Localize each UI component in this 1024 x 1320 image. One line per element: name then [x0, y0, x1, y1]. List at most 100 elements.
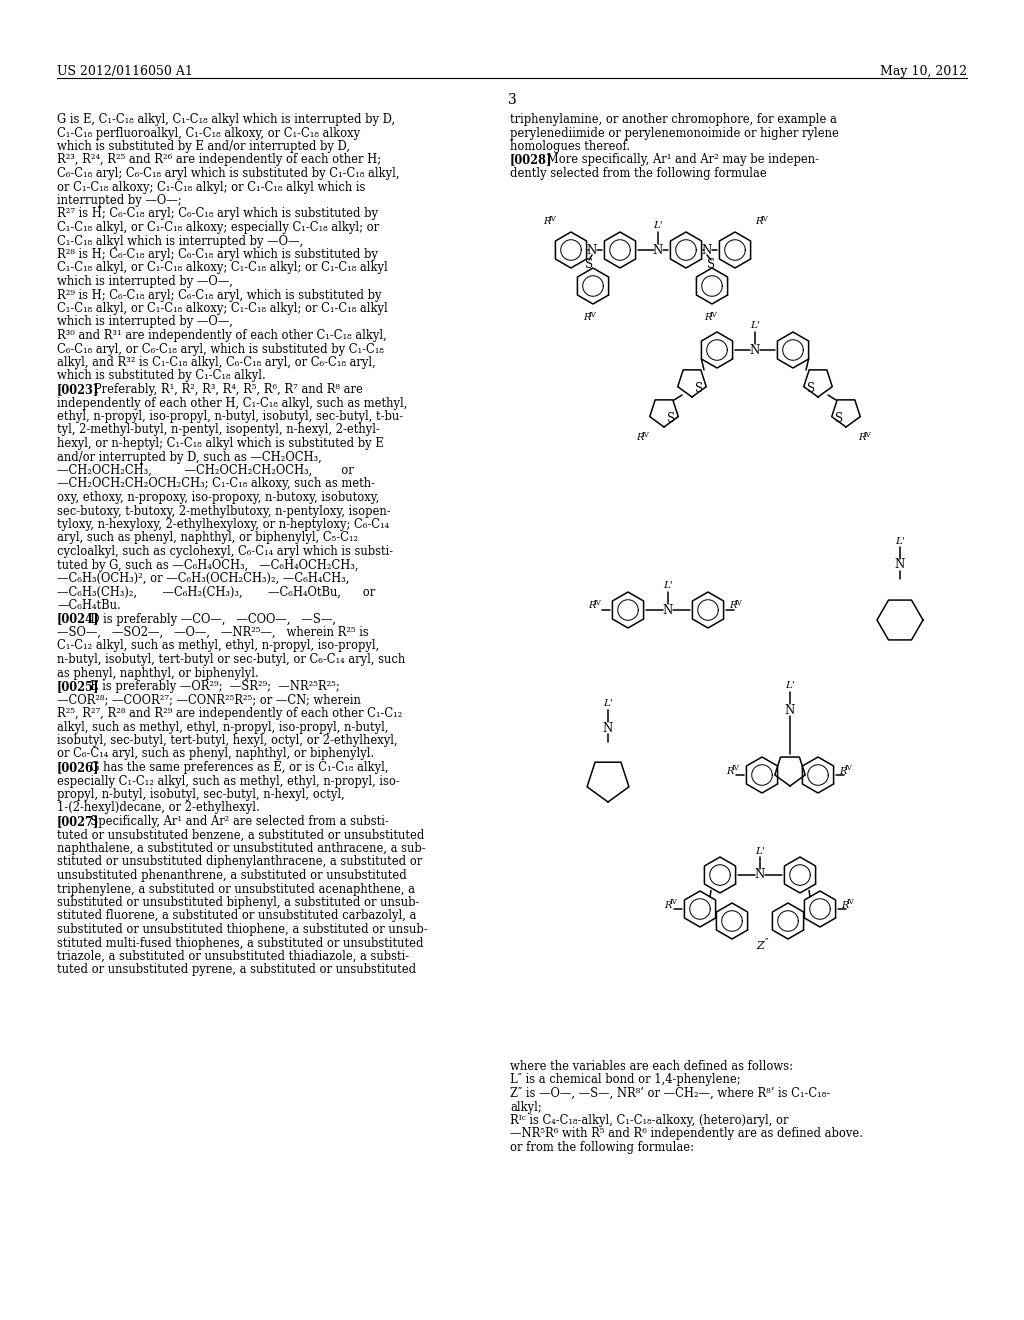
Text: cycloalkyl, such as cyclohexyl, C₆-C₁₄ aryl which is substi-: cycloalkyl, such as cyclohexyl, C₆-C₁₄ a… — [57, 545, 393, 558]
Text: R²⁵, R²⁷, R²⁸ and R²⁹ are independently of each other C₁-C₁₂: R²⁵, R²⁷, R²⁸ and R²⁹ are independently … — [57, 708, 402, 719]
Text: G is E, C₁-C₁₈ alkyl, C₁-C₁₈ alkyl which is interrupted by D,: G is E, C₁-C₁₈ alkyl, C₁-C₁₈ alkyl which… — [57, 114, 395, 125]
Text: substituted or unsubstituted biphenyl, a substituted or unsub-: substituted or unsubstituted biphenyl, a… — [57, 896, 420, 909]
Text: —COR²⁸; —COOR²⁷; —CONR²⁵R²⁵; or —CN; wherein: —COR²⁸; —COOR²⁷; —CONR²⁵R²⁵; or —CN; whe… — [57, 693, 360, 706]
Text: IV: IV — [589, 312, 597, 319]
Text: tyloxy, n-hexyloxy, 2-ethylhexyloxy, or n-heptyloxy; C₆-C₁₄: tyloxy, n-hexyloxy, 2-ethylhexyloxy, or … — [57, 517, 389, 531]
Text: E is preferably —OR²⁹;  —SR²⁹;  —NR²⁵R²⁵;: E is preferably —OR²⁹; —SR²⁹; —NR²⁵R²⁵; — [83, 680, 340, 693]
Text: R: R — [841, 900, 848, 909]
Text: G has the same preferences as E, or is C₁-C₁₈ alkyl,: G has the same preferences as E, or is C… — [83, 762, 388, 774]
Text: IV: IV — [594, 599, 602, 607]
Text: IV: IV — [642, 432, 650, 440]
Text: —C₆H₃(CH₃)₂,       —C₆H₂(CH₃)₃,       —C₆H₄OtBu,      or: —C₆H₃(CH₃)₂, —C₆H₂(CH₃)₃, —C₆H₄OtBu, or — [57, 586, 375, 598]
Text: stituted fluorene, a substituted or unsubstituted carbazolyl, a: stituted fluorene, a substituted or unsu… — [57, 909, 417, 923]
Text: R: R — [543, 218, 550, 227]
Text: N: N — [663, 603, 673, 616]
Text: which is interrupted by —O—,: which is interrupted by —O—, — [57, 315, 232, 329]
Text: isobutyl, sec-butyl, tert-butyl, hexyl, octyl, or 2-ethylhexyl,: isobutyl, sec-butyl, tert-butyl, hexyl, … — [57, 734, 397, 747]
Text: C₁-C₁₈ alkyl, or C₁-C₁₈ alkoxy; C₁-C₁₈ alkyl; or C₁-C₁₈ alkyl: C₁-C₁₈ alkyl, or C₁-C₁₈ alkoxy; C₁-C₁₈ a… — [57, 261, 388, 275]
Text: IV: IV — [549, 215, 557, 223]
Text: R: R — [636, 433, 643, 442]
Text: stituted or unsubstituted diphenylanthracene, a substituted or: stituted or unsubstituted diphenylanthra… — [57, 855, 422, 869]
Text: IV: IV — [735, 599, 742, 607]
Text: 3: 3 — [508, 92, 516, 107]
Text: tuted or unsubstituted pyrene, a substituted or unsubstituted: tuted or unsubstituted pyrene, a substit… — [57, 964, 416, 977]
Text: as phenyl, naphthyl, or biphenylyl.: as phenyl, naphthyl, or biphenylyl. — [57, 667, 259, 680]
Text: US 2012/0116050 A1: US 2012/0116050 A1 — [57, 65, 193, 78]
Text: Rᴵᶜ is C₄-C₁₈-alkyl, C₁-C₁₈-alkoxy, (hetero)aryl, or: Rᴵᶜ is C₄-C₁₈-alkyl, C₁-C₁₈-alkoxy, (het… — [510, 1114, 788, 1127]
Text: ethyl, n-propyl, iso-propyl, n-butyl, isobutyl, sec-butyl, t-bu-: ethyl, n-propyl, iso-propyl, n-butyl, is… — [57, 411, 403, 422]
Text: —C₆H₃(OCH₃)², or —C₆H₃(OCH₂CH₃)₂, —C₆H₄CH₃,: —C₆H₃(OCH₃)², or —C₆H₃(OCH₂CH₃)₂, —C₆H₄C… — [57, 572, 349, 585]
Text: N: N — [587, 243, 597, 256]
Text: sec-butoxy, t-butoxy, 2-methylbutoxy, n-pentyloxy, isopen-: sec-butoxy, t-butoxy, 2-methylbutoxy, n-… — [57, 504, 390, 517]
Text: S: S — [835, 412, 843, 425]
Text: unsubstituted phenanthrene, a substituted or unsubstituted: unsubstituted phenanthrene, a substitute… — [57, 869, 407, 882]
Text: oxy, ethoxy, n-propoxy, iso-propoxy, n-butoxy, isobutoxy,: oxy, ethoxy, n-propoxy, iso-propoxy, n-b… — [57, 491, 379, 504]
Text: IV: IV — [864, 432, 871, 440]
Text: N: N — [895, 558, 905, 572]
Text: ″: ″ — [765, 937, 769, 946]
Text: R: R — [858, 433, 865, 442]
Text: C₆-C₁₈ aryl; C₆-C₁₈ aryl which is substituted by C₁-C₁₈ alkyl,: C₆-C₁₈ aryl; C₆-C₁₈ aryl which is substi… — [57, 168, 399, 180]
Text: IV: IV — [710, 312, 718, 319]
Text: or C₆-C₁₄ aryl, such as phenyl, naphthyl, or biphenylyl.: or C₆-C₁₄ aryl, such as phenyl, naphthyl… — [57, 747, 374, 760]
Text: [0024]: [0024] — [57, 612, 99, 626]
Text: interrupted by —O—;: interrupted by —O—; — [57, 194, 181, 207]
Text: which is substituted by E and/or interrupted by D,: which is substituted by E and/or interru… — [57, 140, 350, 153]
Text: N: N — [653, 243, 664, 256]
Text: IV: IV — [670, 898, 678, 906]
Text: triphenylene, a substituted or unsubstituted acenaphthene, a: triphenylene, a substituted or unsubstit… — [57, 883, 415, 895]
Text: tuted or unsubstituted benzene, a substituted or unsubstituted: tuted or unsubstituted benzene, a substi… — [57, 829, 424, 842]
Text: L': L' — [603, 700, 613, 709]
Text: D is preferably —CO—,   —COO—,   —S—,: D is preferably —CO—, —COO—, —S—, — [83, 612, 336, 626]
Text: [0023]: [0023] — [57, 383, 99, 396]
Text: R: R — [726, 767, 733, 776]
Text: L': L' — [895, 536, 905, 545]
Text: S: S — [695, 383, 703, 396]
Text: triazole, a substituted or unsubstituted thiadiazole, a substi-: triazole, a substituted or unsubstituted… — [57, 950, 410, 964]
Text: and/or interrupted by D, such as —CH₂OCH₃,: and/or interrupted by D, such as —CH₂OCH… — [57, 450, 322, 463]
Text: N: N — [603, 722, 613, 734]
Text: [0027]: [0027] — [57, 814, 99, 828]
Text: —SO—,   —SO2—,   —O—,   —NR²⁵—,   wherein R²⁵ is: —SO—, —SO2—, —O—, —NR²⁵—, wherein R²⁵ is — [57, 626, 369, 639]
Text: C₁-C₁₈ alkyl, or C₁-C₁₈ alkoxy; especially C₁-C₁₈ alkyl; or: C₁-C₁₈ alkyl, or C₁-C₁₈ alkoxy; especial… — [57, 220, 379, 234]
Text: N: N — [784, 704, 795, 717]
Text: C₁-C₁₈ alkyl, or C₁-C₁₈ alkoxy; C₁-C₁₈ alkyl; or C₁-C₁₈ alkyl: C₁-C₁₈ alkyl, or C₁-C₁₈ alkoxy; C₁-C₁₈ a… — [57, 302, 388, 315]
Text: —CH₂OCH₂CH₂OCH₂CH₃; C₁-C₁₈ alkoxy, such as meth-: —CH₂OCH₂CH₂OCH₂CH₃; C₁-C₁₈ alkoxy, such … — [57, 478, 375, 491]
Text: R³⁰ and R³¹ are independently of each other C₁-C₁₈ alkyl,: R³⁰ and R³¹ are independently of each ot… — [57, 329, 387, 342]
Text: dently selected from the following formulae: dently selected from the following formu… — [510, 168, 767, 180]
Text: Preferably, R¹, R², R³, R⁴, R⁵, R⁶, R⁷ and R⁸ are: Preferably, R¹, R², R³, R⁴, R⁵, R⁶, R⁷ a… — [83, 383, 362, 396]
Text: tuted by G, such as —C₆H₄OCH₃,   —C₆H₄OCH₂CH₃,: tuted by G, such as —C₆H₄OCH₃, —C₆H₄OCH₂… — [57, 558, 358, 572]
Text: alkyl;: alkyl; — [510, 1101, 542, 1114]
Text: More specifically, Ar¹ and Ar² may be indepen-: More specifically, Ar¹ and Ar² may be in… — [536, 153, 819, 166]
Text: stituted multi-fused thiophenes, a substituted or unsubstituted: stituted multi-fused thiophenes, a subst… — [57, 936, 424, 949]
Text: especially C₁-C₁₂ alkyl, such as methyl, ethyl, n-propyl, iso-: especially C₁-C₁₂ alkyl, such as methyl,… — [57, 775, 399, 788]
Text: S: S — [707, 259, 715, 272]
Text: R: R — [755, 218, 763, 227]
Text: perylenediimide or perylenemonoimide or higher rylene: perylenediimide or perylenemonoimide or … — [510, 127, 839, 140]
Text: tyl, 2-methyl-butyl, n-pentyl, isopentyl, n-hexyl, 2-ethyl-: tyl, 2-methyl-butyl, n-pentyl, isopentyl… — [57, 424, 380, 437]
Text: —CH₂OCH₂CH₃,         —CH₂OCH₂CH₂OCH₃,        or: —CH₂OCH₂CH₃, —CH₂OCH₂CH₂OCH₃, or — [57, 465, 353, 477]
Text: homologues thereof.: homologues thereof. — [510, 140, 630, 153]
Text: S: S — [667, 412, 675, 425]
Text: or C₁-C₁₈ alkoxy; C₁-C₁₈ alkyl; or C₁-C₁₈ alkyl which is: or C₁-C₁₈ alkoxy; C₁-C₁₈ alkyl; or C₁-C₁… — [57, 181, 366, 194]
Text: which is interrupted by —O—,: which is interrupted by —O—, — [57, 275, 232, 288]
Text: hexyl, or n-heptyl; C₁-C₁₈ alkyl which is substituted by E: hexyl, or n-heptyl; C₁-C₁₈ alkyl which i… — [57, 437, 384, 450]
Text: R: R — [705, 314, 712, 322]
Text: IV: IV — [847, 898, 855, 906]
Text: N: N — [750, 343, 760, 356]
Text: L': L' — [755, 846, 765, 855]
Text: R: R — [839, 767, 847, 776]
Text: R²⁸ is H; C₆-C₁₈ aryl; C₆-C₁₈ aryl which is substituted by: R²⁸ is H; C₆-C₁₈ aryl; C₆-C₁₈ aryl which… — [57, 248, 378, 261]
Text: C₁-C₁₈ alkyl which is interrupted by —O—,: C₁-C₁₈ alkyl which is interrupted by —O—… — [57, 235, 303, 248]
Text: IV: IV — [845, 764, 853, 772]
Text: S: S — [585, 259, 593, 272]
Text: R: R — [729, 602, 736, 610]
Text: alkyl, and R³² is C₁-C₁₈ alkyl, C₆-C₁₈ aryl, or C₆-C₁₈ aryl,: alkyl, and R³² is C₁-C₁₈ alkyl, C₆-C₁₈ a… — [57, 356, 376, 370]
Text: propyl, n-butyl, isobutyl, sec-butyl, n-hexyl, octyl,: propyl, n-butyl, isobutyl, sec-butyl, n-… — [57, 788, 345, 801]
Text: 1-(2-hexyl)decane, or 2-ethylhexyl.: 1-(2-hexyl)decane, or 2-ethylhexyl. — [57, 801, 260, 814]
Text: N: N — [755, 869, 765, 882]
Text: n-butyl, isobutyl, tert-butyl or sec-butyl, or C₆-C₁₄ aryl, such: n-butyl, isobutyl, tert-butyl or sec-but… — [57, 653, 406, 667]
Text: IV: IV — [732, 764, 739, 772]
Text: IV: IV — [761, 215, 769, 223]
Text: R²⁹ is H; C₆-C₁₈ aryl; C₆-C₁₈ aryl, which is substituted by: R²⁹ is H; C₆-C₁₈ aryl; C₆-C₁₈ aryl, whic… — [57, 289, 382, 301]
